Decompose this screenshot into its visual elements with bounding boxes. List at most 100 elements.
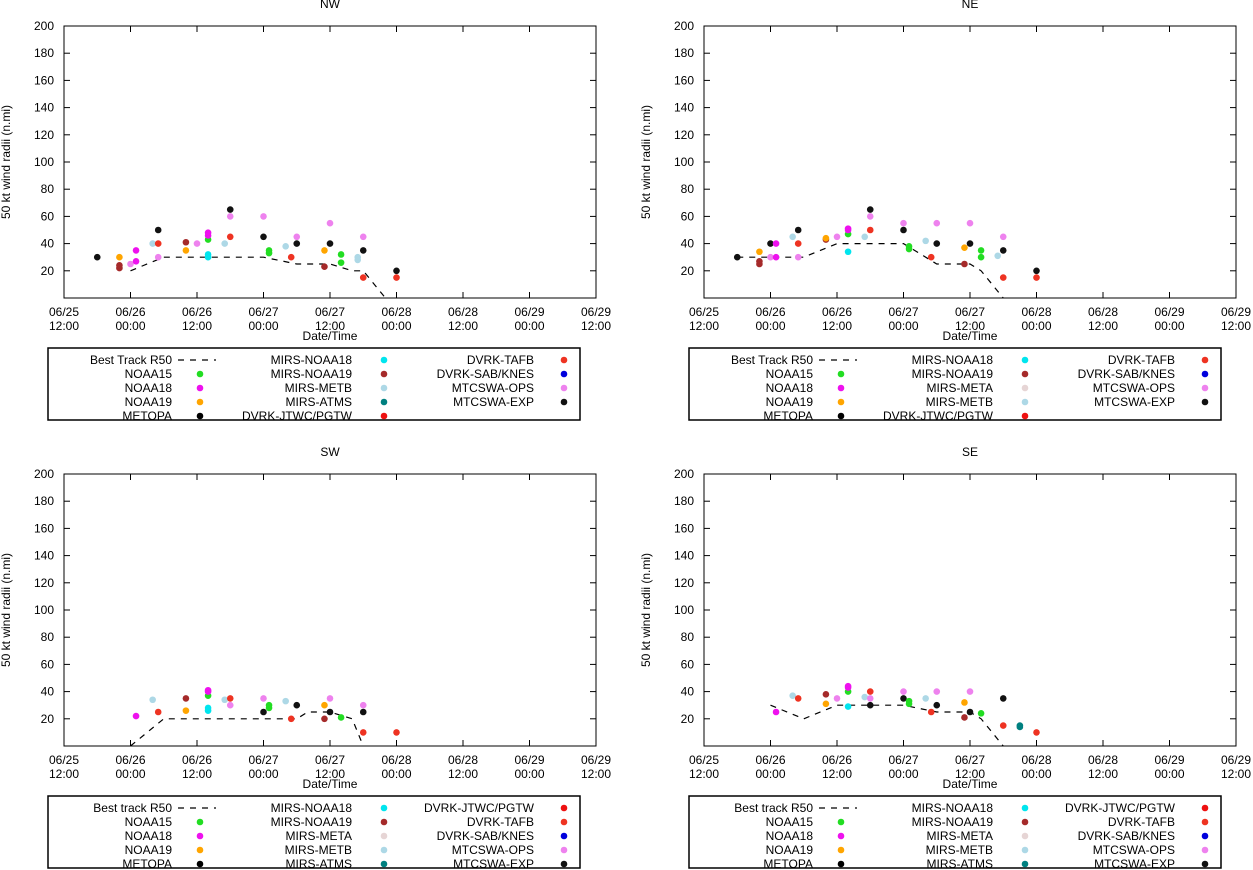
legend-label: MIRS-METB xyxy=(285,843,352,857)
chart-panel-se: SE2040608010012014016018020006/2512:0006… xyxy=(639,445,1251,870)
data-point-mirs-noaa18 xyxy=(844,703,852,710)
data-point-mtcswa-exp xyxy=(733,253,741,261)
data-point-mtcswa-ops xyxy=(226,213,234,220)
legend-marker xyxy=(560,398,568,406)
legend-marker xyxy=(380,384,388,392)
legend-marker xyxy=(1201,860,1209,868)
legend-marker xyxy=(380,370,388,378)
y-tick-label: 40 xyxy=(681,685,695,699)
data-point-dvrk-tafb xyxy=(1033,274,1040,281)
best-track-line xyxy=(770,704,1004,746)
legend-marker xyxy=(196,398,204,406)
data-point-noaa15 xyxy=(337,714,345,721)
data-point-mtcswa-ops xyxy=(193,240,201,247)
plot-frame xyxy=(63,473,597,747)
x-tick-label-time: 12:00 xyxy=(955,767,985,781)
data-point-mtcswa-exp xyxy=(393,267,400,275)
x-tick-label-date: 06/27 xyxy=(888,305,918,319)
y-tick-label: 80 xyxy=(681,630,695,644)
data-point-dvrk-tafb xyxy=(1033,729,1040,736)
data-point-mtcswa-ops xyxy=(866,213,874,220)
plot-frame xyxy=(63,25,597,299)
data-point-mirs-metb xyxy=(149,696,156,704)
legend-label: DVRK-TAFB xyxy=(1108,353,1175,367)
data-point-mtcswa-ops xyxy=(260,213,267,220)
legend-marker xyxy=(560,356,568,364)
data-point-noaa19 xyxy=(182,247,190,254)
legend-marker xyxy=(560,370,568,378)
legend-label: METOPA xyxy=(122,409,172,423)
legend-label: MIRS-METB xyxy=(926,843,993,857)
x-tick-label-date: 06/29 xyxy=(514,305,544,319)
data-point-mirs-metb xyxy=(789,692,796,699)
data-point-mtcswa-exp xyxy=(359,247,367,254)
y-tick-label: 40 xyxy=(41,685,55,699)
x-tick-label-date: 06/29 xyxy=(581,753,611,767)
legend: Best Track R50 MIRS-NOAA18 DVRK-TAFB NOAA15… xyxy=(47,347,581,423)
legend-label: NOAA19 xyxy=(766,395,814,409)
x-axis-label: Date/Time xyxy=(943,329,998,343)
y-tick-label: 200 xyxy=(34,467,54,481)
legend-marker xyxy=(560,818,568,826)
legend-label: MTCSWA-EXP xyxy=(453,395,534,409)
x-tick-label-date: 06/25 xyxy=(49,305,79,319)
data-point-mirs-metb xyxy=(922,695,929,702)
x-tick-label-date: 06/27 xyxy=(888,753,918,767)
y-tick-label: 120 xyxy=(674,128,694,142)
data-point-mtcswa-ops xyxy=(359,233,367,241)
data-point-noaa18 xyxy=(132,247,140,254)
legend-label: MTCSWA-OPS xyxy=(452,381,534,395)
y-tick-label: 140 xyxy=(34,101,54,115)
legend-label: Best Track R50 xyxy=(90,353,172,367)
y-tick-label: 140 xyxy=(674,549,694,563)
y-tick-label: 20 xyxy=(41,712,55,726)
x-tick-label-date: 06/29 xyxy=(1154,753,1184,767)
data-point-mirs-noaa18 xyxy=(204,251,212,258)
data-point-mtcswa-ops xyxy=(326,695,334,702)
data-point-mirs-metb xyxy=(994,252,1002,260)
data-point-mtcswa-exp xyxy=(900,226,907,234)
data-point-noaa19 xyxy=(822,234,830,242)
legend-marker xyxy=(837,370,845,378)
y-tick-label: 120 xyxy=(34,576,54,590)
x-tick-label-date: 06/28 xyxy=(1088,305,1118,319)
chart-panel-sw: SW2040608010012014016018020006/2512:0006… xyxy=(0,445,611,870)
y-tick-label: 140 xyxy=(34,549,54,563)
legend-label: NOAA18 xyxy=(125,381,173,395)
legend-label: MIRS-NOAA19 xyxy=(912,367,994,381)
data-point-mtcswa-exp xyxy=(966,708,974,716)
data-point-dvrk-tafb xyxy=(226,695,234,702)
legend-label: NOAA15 xyxy=(125,815,173,829)
data-point-mirs-metb xyxy=(922,237,929,245)
x-tick-label-time: 12:00 xyxy=(689,767,719,781)
y-tick-label: 80 xyxy=(41,630,55,644)
data-point-noaa18 xyxy=(844,682,852,690)
legend-label: NOAA15 xyxy=(125,367,173,381)
data-point-mtcswa-exp xyxy=(794,226,802,234)
y-tick-label: 60 xyxy=(681,657,695,671)
data-point-noaa18 xyxy=(132,712,140,720)
data-point-noaa15 xyxy=(977,247,985,254)
data-point-dvrk-tafb xyxy=(226,233,234,241)
data-point-mirs-noaa19 xyxy=(321,715,328,723)
data-point-dvrk-tafb xyxy=(393,729,400,736)
data-point-mtcswa-exp xyxy=(999,695,1007,702)
data-point-mtcswa-exp xyxy=(933,701,941,709)
x-tick-label-time: 00:00 xyxy=(1021,319,1051,333)
legend-marker xyxy=(196,846,204,854)
legend-marker xyxy=(196,832,204,840)
x-tick-label-date: 06/29 xyxy=(514,753,544,767)
x-tick-label-date: 06/26 xyxy=(822,753,852,767)
data-point-mtcswa-ops xyxy=(900,688,907,695)
data-point-mirs-metb xyxy=(861,233,869,241)
data-point-dvrk-tafb xyxy=(866,226,874,234)
x-tick-label-date: 06/28 xyxy=(1088,753,1118,767)
data-point-noaa18 xyxy=(772,708,780,716)
legend-label: MIRS-NOAA19 xyxy=(912,815,994,829)
legend-marker xyxy=(1201,398,1209,406)
legend-label: Best track R50 xyxy=(93,801,172,815)
legend-marker xyxy=(380,804,388,812)
legend-label: MTCSWA-EXP xyxy=(1094,857,1175,870)
data-point-mirs-noaa19 xyxy=(822,691,830,698)
